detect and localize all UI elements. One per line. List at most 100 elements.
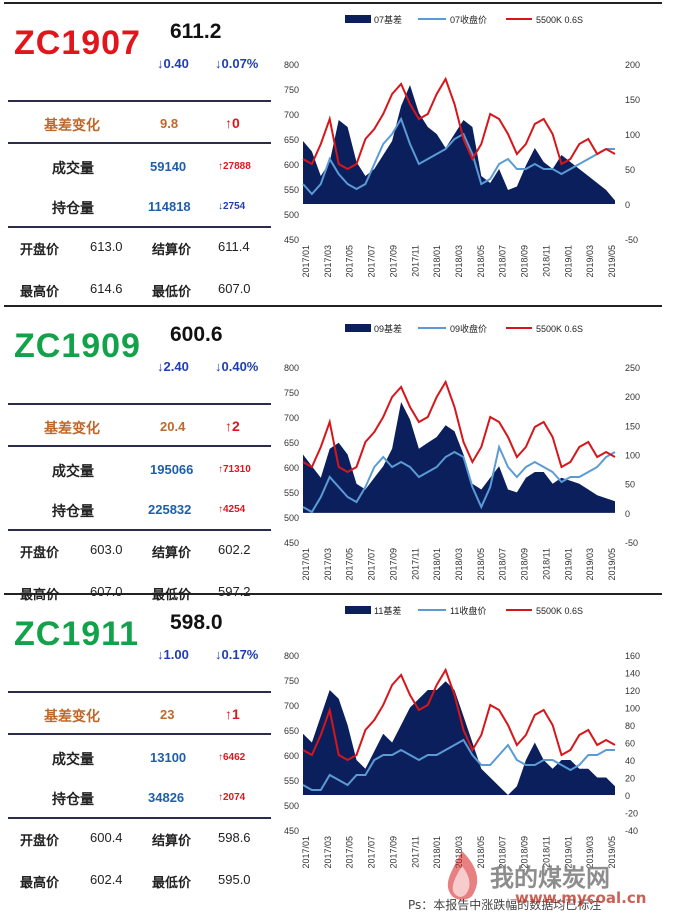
y-right-tick: 100: [625, 704, 640, 714]
y-right-tick: 20: [625, 774, 635, 784]
volume-value: 59140: [150, 159, 187, 174]
x-tick-label: 2018/11: [541, 245, 551, 277]
low-price-value: 595.0: [218, 872, 251, 887]
y-left-tick: 450: [284, 826, 299, 836]
y-left-tick: 550: [284, 488, 299, 498]
close-price-line: [302, 443, 616, 514]
legend-basis: 09基差: [374, 323, 402, 334]
settle-price-value: 598.6: [218, 830, 251, 845]
y-right-tick: 200: [625, 392, 640, 402]
x-tick-label: 2017/03: [323, 836, 333, 869]
x-tick-label: 2018/11: [541, 836, 551, 868]
price-change-pct: ↓0.17%: [215, 647, 259, 662]
y-right-tick: 50: [625, 480, 635, 490]
open-interest-label: 持仓量: [52, 200, 94, 216]
divider-line: [8, 100, 271, 102]
x-tick-label: 2017/09: [388, 548, 398, 581]
x-tick-label: 2019/01: [563, 245, 573, 278]
last-price: 611.2: [170, 20, 222, 43]
x-tick-label: 2019/03: [585, 836, 595, 869]
basis-chart: 450 500 550 600 650 700 750 800 -40 -20 0 20 40 60 80 1…: [284, 605, 640, 869]
open-price-label: 开盘价: [20, 545, 60, 560]
x-tick-label: 2018/05: [476, 548, 486, 581]
x-tick-label: 2018/07: [498, 836, 508, 869]
contract-code: ZC1909: [14, 327, 141, 365]
last-price: 600.6: [170, 323, 223, 346]
y-left-tick: 450: [284, 235, 299, 245]
basis-area: [303, 85, 615, 204]
high-price-label: 最高价: [20, 875, 60, 890]
y-left-tick: 650: [284, 726, 299, 736]
y-left-tick: 500: [284, 513, 299, 523]
y-left-tick: 650: [284, 438, 299, 448]
high-price-value: 607.0: [90, 584, 123, 599]
volume-value: 13100: [150, 750, 187, 765]
settle-price-label: 结算价: [152, 833, 192, 848]
y-right-tick: 0: [625, 509, 630, 519]
open-interest-delta: ↑2074: [218, 792, 246, 803]
high-price-label: 最高价: [20, 284, 60, 299]
volume-label: 成交量: [52, 160, 94, 176]
x-tick-label: 2018/11: [541, 548, 551, 580]
price-change: ↓2.40: [157, 359, 189, 374]
y-right-tick: 150: [625, 421, 640, 431]
y-left-tick: 500: [284, 801, 299, 811]
x-tick-label: 2017/01: [301, 548, 311, 581]
y-left-tick: 750: [284, 676, 299, 686]
y-left-tick: 600: [284, 463, 299, 473]
volume-delta: ↑6462: [218, 752, 246, 763]
y-right-tick: -40: [625, 826, 638, 836]
volume-delta: ↑27888: [218, 161, 251, 172]
x-tick-label: 2017/11: [410, 245, 420, 277]
low-price-label: 最低价: [152, 875, 192, 890]
basis-change-delta: ↑2: [225, 418, 240, 434]
x-tick-label: 2017/07: [367, 836, 377, 869]
y-left-tick: 700: [284, 413, 299, 423]
y-left-tick: 700: [284, 110, 299, 120]
x-tick-label: 2017/01: [301, 245, 311, 278]
x-tick-label: 2019/03: [585, 548, 595, 581]
open-interest-delta: ↑4254: [218, 504, 246, 515]
y-left-tick: 800: [284, 363, 299, 373]
x-tick-label: 2017/07: [367, 245, 377, 278]
y-left-tick: 450: [284, 538, 299, 548]
volume-label: 成交量: [52, 751, 94, 767]
price-change-pct: ↓0.40%: [215, 359, 259, 374]
volume-label: 成交量: [52, 463, 94, 479]
footer-note: Ps：本报告中涨跌幅的数据均已标注: [408, 898, 602, 912]
basis-change-label: 基差变化: [44, 420, 100, 436]
panel-top-rule: [4, 2, 662, 4]
basis-chart: 450 500 550 600 650 700 750 800 -50 0 50 100 150 200 2…: [284, 14, 640, 278]
contract-code: ZC1907: [14, 24, 141, 62]
x-tick-label: 2018/09: [520, 548, 530, 581]
legend-close: 11收盘价: [450, 605, 486, 616]
x-tick-label: 2018/01: [432, 836, 442, 869]
price-change: ↓1.00: [157, 647, 189, 662]
basis-change-label: 基差变化: [44, 117, 100, 133]
x-tick-label: 2018/01: [432, 548, 442, 581]
spot-price-line: [302, 76, 616, 171]
x-tick-label: 2018/09: [520, 245, 530, 278]
x-tick-label: 2017/05: [345, 245, 355, 278]
basis-change-delta: ↑1: [225, 706, 240, 722]
low-price-value: 607.0: [218, 281, 251, 296]
settle-price-value: 611.4: [218, 239, 250, 254]
divider-line: [8, 733, 271, 735]
y-right-tick: 80: [625, 721, 635, 731]
y-left-tick: 550: [284, 185, 299, 195]
x-tick-label: 2018/07: [498, 548, 508, 581]
x-tick-label: 2017/03: [323, 245, 333, 278]
basis-change-label: 基差变化: [44, 708, 100, 724]
x-tick-label: 2018/05: [476, 836, 486, 869]
legend-swatch-basis: [345, 324, 371, 332]
y-left-tick: 800: [284, 651, 299, 661]
high-price-value: 614.6: [90, 281, 123, 296]
divider-line: [8, 226, 271, 228]
volume-delta: ↑71310: [218, 464, 251, 475]
x-tick-label: 2017/03: [323, 548, 333, 581]
legend-swatch-basis: [345, 15, 371, 23]
open-price-value: 603.0: [90, 542, 123, 557]
legend-swatch-basis: [345, 606, 371, 614]
x-tick-label: 2017/07: [367, 548, 377, 581]
basis-change-value: 20.4: [160, 419, 186, 434]
